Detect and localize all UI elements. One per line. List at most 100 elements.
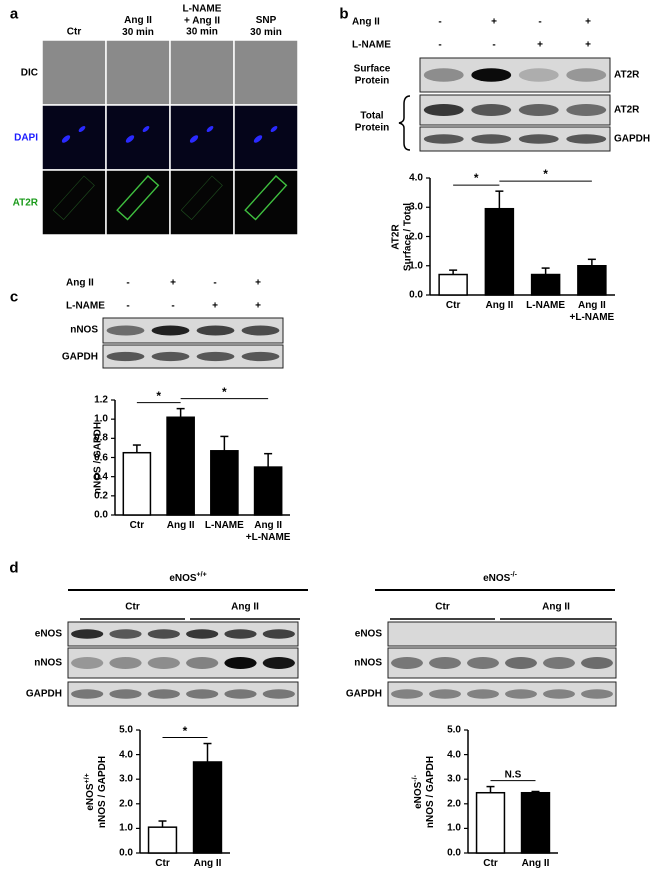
blot-band — [566, 68, 607, 82]
y-tick-label: 1.0 — [94, 413, 108, 425]
column-header: Ctr — [66, 26, 82, 38]
blot-target: AT2R — [614, 104, 640, 116]
bar — [192, 761, 223, 854]
blot-band — [543, 657, 575, 669]
treatment-sign: + — [585, 16, 591, 28]
y-tick-label: 0.6 — [94, 451, 108, 463]
axis-label-line: nNOS / GAPDH — [424, 755, 436, 828]
x-tick-label: Ctr — [129, 520, 145, 531]
blot-band — [147, 689, 180, 699]
bar — [438, 273, 468, 296]
blot — [67, 681, 299, 707]
row-label: AT2R — [12, 196, 38, 208]
genotype-superscript: -/- — [411, 774, 419, 782]
significance-label: * — [543, 167, 548, 182]
y-tick-label: 2.0 — [447, 798, 461, 810]
x-tick-label: L-NAME — [526, 300, 566, 311]
nucleus — [125, 135, 135, 143]
significance-label: * — [222, 384, 227, 399]
micrograph — [169, 169, 235, 236]
group-label: Ang II — [542, 601, 570, 613]
cell-outline — [180, 175, 223, 220]
group-label: Ctr — [435, 601, 450, 613]
micrograph — [233, 104, 299, 171]
micrograph — [169, 104, 235, 171]
y-axis-label: eNOS-/- nNOS / GAPDH — [412, 755, 436, 827]
y-tick-label: 0.0 — [447, 847, 461, 859]
blot-band — [186, 657, 219, 669]
genotype-name: eNOS — [413, 781, 425, 809]
x-tick-label: Ctr — [155, 858, 170, 869]
nucleus — [253, 135, 263, 143]
treatment-sign: - — [126, 300, 130, 312]
micrograph — [41, 169, 107, 236]
blot-band — [471, 104, 512, 116]
blot-band — [71, 657, 104, 669]
blot-band — [224, 657, 257, 669]
genotype-name: eNOS — [85, 782, 97, 811]
y-tick-label: 3.0 — [119, 773, 133, 785]
treatment-label: L-NAME — [352, 39, 391, 51]
column-header: Ang II 30 min — [122, 15, 154, 38]
blot-band — [262, 629, 295, 639]
y-tick-label: 0.0 — [94, 509, 108, 521]
blot-band — [262, 689, 295, 699]
blot-band — [241, 351, 280, 362]
bar — [475, 791, 506, 854]
blot-band — [423, 134, 464, 144]
blot-band — [147, 657, 180, 669]
treatment-sign: + — [491, 16, 497, 28]
row-label: DIC — [20, 66, 38, 78]
treatment-label: L-NAME — [66, 300, 105, 312]
x-tick-label: Ang II — [193, 858, 222, 869]
treatment-sign: + — [255, 277, 261, 289]
bar — [530, 273, 561, 296]
blot-target: eNOS — [354, 628, 382, 640]
y-tick-label: 1.2 — [94, 394, 108, 406]
micrograph — [233, 39, 299, 106]
genotype-superscript: -/- — [510, 571, 517, 579]
y-tick-label: 5.0 — [119, 724, 133, 736]
panel-letter: a — [9, 5, 19, 23]
blot-band — [186, 689, 219, 699]
blot-band — [151, 325, 190, 336]
axis-label-line: nNOS / GAPDH — [96, 755, 108, 828]
blot-band — [262, 657, 295, 669]
blot-band — [423, 104, 464, 116]
blot — [102, 317, 284, 344]
x-tick-label: Ang II +L-NAME — [569, 300, 615, 323]
blot-target: nNOS — [34, 657, 62, 669]
blot-target: GAPDH — [25, 688, 62, 700]
significance-label: N.S — [504, 768, 522, 780]
y-tick-label: 2.0 — [409, 230, 423, 242]
blot-band — [106, 351, 145, 362]
y-tick-label: 0.4 — [94, 470, 108, 482]
blot-target: nNOS — [70, 324, 98, 336]
nucleus — [78, 126, 86, 132]
blot-band — [429, 689, 461, 699]
genotype-header: eNOS+/+ — [169, 572, 206, 585]
bar — [253, 466, 283, 516]
row-label: DAPI — [14, 131, 38, 143]
blot-band — [109, 689, 142, 699]
treatment-sign: - — [213, 277, 217, 289]
blot-band — [518, 68, 559, 82]
x-tick-label: Ctr — [483, 858, 498, 869]
nucleus — [206, 126, 214, 132]
blot-band — [224, 689, 257, 699]
treatment-sign: - — [438, 39, 442, 51]
y-tick-label: 1.0 — [447, 822, 461, 834]
bar — [122, 451, 152, 516]
blot-band — [391, 657, 423, 669]
blot — [387, 621, 617, 647]
blot-band — [566, 134, 607, 144]
genotype-header: eNOS-/- — [483, 572, 517, 585]
blot-band — [391, 689, 423, 699]
y-tick-label: 3.0 — [447, 773, 461, 785]
blot-band — [467, 657, 499, 669]
significance-label: * — [156, 388, 162, 403]
treatment-sign: + — [585, 39, 591, 51]
blot-band — [471, 134, 512, 144]
micrograph — [169, 39, 235, 106]
